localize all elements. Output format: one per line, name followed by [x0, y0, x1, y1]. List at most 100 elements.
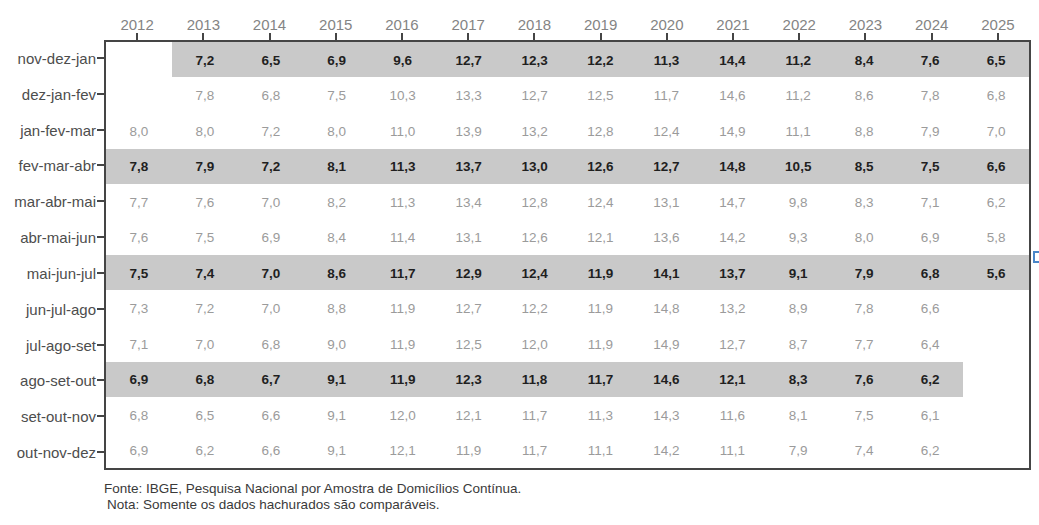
y-axis-tick [97, 236, 104, 238]
cell-value: 12,2 [587, 52, 613, 67]
cell-value: 12,9 [455, 265, 481, 280]
cell-value: 7,6 [196, 194, 215, 209]
cell-value: 12,3 [455, 372, 481, 387]
year-label-2025: 2025 [981, 16, 1014, 33]
cell-value: 7,9 [855, 265, 874, 280]
cell-value: 6,9 [327, 52, 346, 67]
quarter-label-set-out-nov: set-out-nov [0, 408, 96, 425]
cell-value: 6,9 [921, 230, 940, 245]
quarter-label-nov-dez-jan: nov-dez-jan [0, 49, 96, 66]
cell-value: 8,8 [327, 301, 346, 316]
cell-value: 11,0 [390, 123, 415, 138]
x-axis-tick [732, 33, 734, 40]
cell-value: 7,9 [196, 159, 215, 174]
highlight-band [106, 149, 1029, 184]
cell-value: 7,2 [196, 301, 215, 316]
cell-value: 12,1 [719, 372, 745, 387]
cell-value: 8,0 [327, 123, 346, 138]
quarter-label-jan-fev-mar: jan-fev-mar [0, 121, 96, 138]
cell-value: 11,7 [654, 88, 679, 103]
cell-value: 7,3 [130, 301, 149, 316]
highlight-band [106, 255, 1029, 290]
cell-value: 8,3 [855, 194, 874, 209]
cell-value: 13,3 [455, 88, 481, 103]
cell-value: 14,4 [719, 52, 745, 67]
cell-value: 12,4 [653, 123, 679, 138]
quarter-label-mai-jun-jul: mai-jun-jul [0, 264, 96, 281]
cell-value: 14,8 [653, 301, 679, 316]
y-axis-tick [97, 57, 104, 59]
plot-area: 7,26,56,99,612,712,312,211,314,411,28,47… [104, 40, 1031, 470]
cell-value: 9,1 [327, 372, 346, 387]
cell-value: 7,8 [921, 88, 940, 103]
cell-value: 7,0 [261, 194, 280, 209]
cell-value: 7,2 [261, 159, 280, 174]
cell-value: 8,0 [196, 123, 215, 138]
cell-value: 7,1 [921, 194, 940, 209]
x-axis-tick [401, 33, 403, 40]
cell-value: 7,0 [261, 301, 280, 316]
cell-value: 7,7 [130, 194, 149, 209]
quarter-label-out-nov-dez: out-nov-dez [0, 444, 96, 461]
note-text: Nota: Somente os dados hachurados são co… [104, 497, 521, 513]
cell-value: 7,0 [987, 123, 1006, 138]
cell-value: 6,4 [921, 336, 940, 351]
y-axis-tick [97, 308, 104, 310]
cell-value: 14,9 [719, 123, 745, 138]
cell-value: 9,1 [327, 407, 346, 422]
cell-value: 13,9 [455, 123, 481, 138]
cell-value: 9,0 [327, 336, 346, 351]
cell-value: 8,1 [327, 159, 346, 174]
cell-value: 6,7 [261, 372, 280, 387]
cell-value: 14,8 [719, 159, 745, 174]
cell-value: 12,7 [653, 159, 679, 174]
cell-value: 8,9 [789, 301, 808, 316]
cell-value: 11,6 [720, 407, 745, 422]
cell-value: 12,6 [587, 159, 613, 174]
cell-value: 12,8 [587, 123, 613, 138]
cell-value: 7,6 [130, 230, 149, 245]
year-label-2012: 2012 [120, 16, 153, 33]
year-label-2018: 2018 [518, 16, 551, 33]
cell-value: 6,8 [196, 372, 215, 387]
cell-value: 8,2 [327, 194, 346, 209]
cell-value: 6,8 [921, 265, 940, 280]
cell-value: 6,2 [921, 443, 940, 458]
x-axis-tick [335, 33, 337, 40]
quarter-label-jul-ago-set: jul-ago-set [0, 336, 96, 353]
x-axis-tick [202, 33, 204, 40]
cell-value: 10,3 [390, 88, 416, 103]
cell-value: 8,4 [327, 230, 346, 245]
cell-value: 8,8 [855, 123, 874, 138]
x-axis-tick [997, 33, 999, 40]
cell-value: 8,0 [130, 123, 149, 138]
cell-value: 7,4 [855, 443, 874, 458]
cell-value: 7,6 [855, 372, 874, 387]
quarter-label-fev-mar-abr: fev-mar-abr [0, 157, 96, 174]
x-axis-tick [931, 33, 933, 40]
cell-value: 7,2 [261, 123, 280, 138]
cell-value: 8,1 [789, 407, 808, 422]
year-label-2020: 2020 [650, 16, 683, 33]
quarterly-rate-table-figure: 2012201320142015201620172018201920202021… [0, 0, 1039, 525]
cell-value: 11,1 [786, 123, 811, 138]
cell-value: 11,8 [522, 372, 548, 387]
cell-value: 6,6 [987, 159, 1006, 174]
cell-value: 12,2 [521, 301, 547, 316]
y-axis-tick [97, 129, 104, 131]
cell-value: 11,2 [786, 88, 811, 103]
cell-value: 11,7 [588, 372, 614, 387]
year-label-2021: 2021 [716, 16, 749, 33]
cell-value: 6,9 [130, 443, 149, 458]
cell-value: 13,6 [653, 230, 679, 245]
year-label-2017: 2017 [451, 16, 484, 33]
cell-value: 6,2 [196, 443, 215, 458]
year-label-2013: 2013 [187, 16, 220, 33]
cell-value: 8,0 [855, 230, 874, 245]
cell-value: 6,6 [921, 301, 940, 316]
cell-value: 13,2 [719, 301, 745, 316]
x-axis-tick [864, 33, 866, 40]
cell-value: 9,1 [789, 265, 808, 280]
cell-value: 6,5 [196, 407, 215, 422]
cell-value: 7,5 [327, 88, 346, 103]
